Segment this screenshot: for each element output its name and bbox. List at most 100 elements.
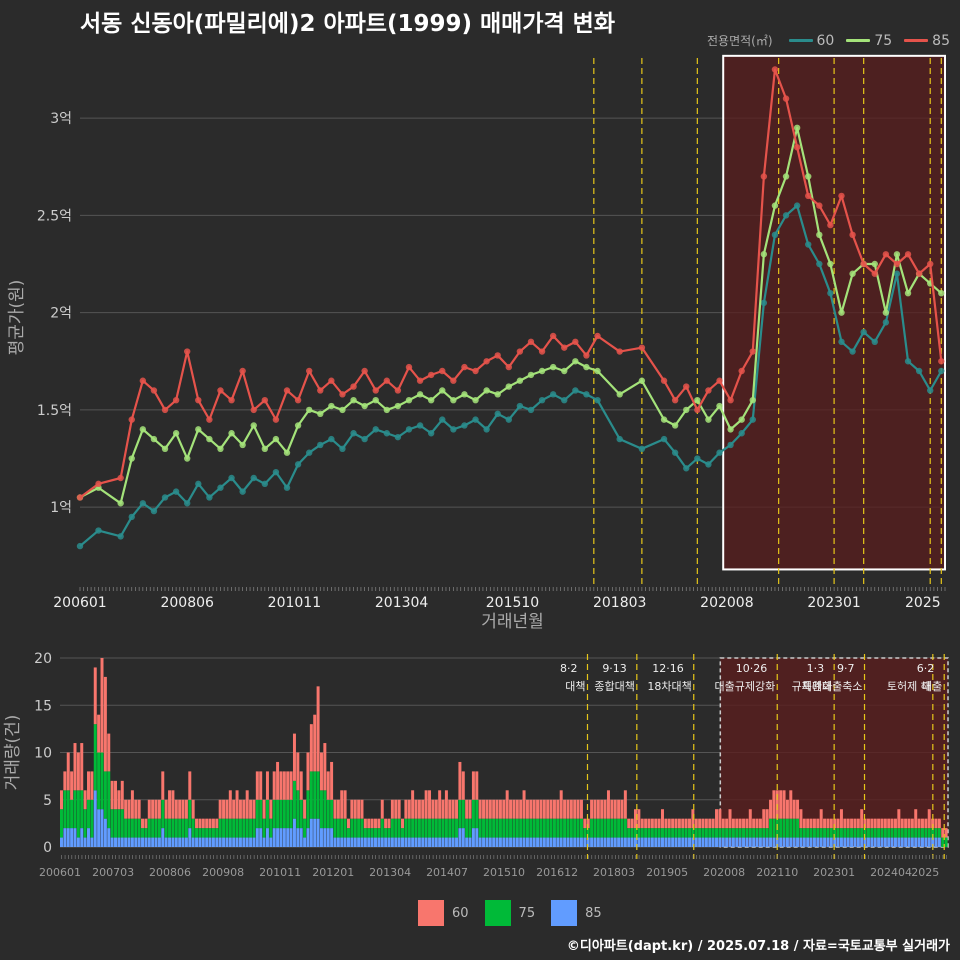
price-point-75 [849, 270, 856, 277]
volume-bar-60 [299, 771, 303, 800]
policy-label: 종합대책 [594, 680, 634, 693]
price-point-85 [383, 377, 391, 384]
policy-label: 대출 [922, 680, 942, 693]
volume-bar-60 [303, 799, 307, 819]
volume-bar-60 [671, 818, 675, 829]
volume-bar-75 [120, 809, 124, 838]
price-point-85 [261, 396, 269, 404]
volume-bar-60 [907, 818, 911, 829]
volume-x-tick-label: 202301 [813, 866, 855, 879]
volume-bar-75 [573, 818, 577, 838]
volume-bar-75 [623, 818, 627, 838]
volume-bar-75 [124, 818, 128, 838]
volume-bar-85 [323, 828, 327, 847]
volume-bar-85 [90, 837, 94, 847]
volume-bar-75 [704, 828, 708, 838]
volume-bar-60 [434, 799, 438, 819]
volume-x-tick-label: 201201 [312, 866, 354, 879]
price-point-85 [150, 387, 158, 394]
volume-bar-75 [401, 828, 404, 838]
volume-bar-85 [498, 837, 502, 847]
volume-bar-60 [265, 771, 269, 800]
volume-bar-60 [414, 799, 418, 819]
volume-bar-60 [772, 790, 776, 819]
price-point-60 [782, 212, 790, 219]
volume-bar-75 [809, 828, 813, 838]
volume-bar-75 [360, 818, 364, 838]
price-point-60 [516, 402, 524, 410]
volume-bar-75 [549, 818, 553, 838]
price-point-75 [716, 402, 723, 410]
volume-bar-75 [893, 828, 897, 838]
price-point-85 [782, 95, 790, 102]
price-point-60 [328, 435, 335, 443]
volume-bar-75 [796, 818, 800, 838]
volume-bar-85 [380, 837, 384, 847]
volume-bar-85 [255, 828, 259, 847]
volume-bar-85 [83, 837, 87, 847]
price-point-85 [494, 352, 501, 359]
price-point-60 [694, 455, 701, 462]
volume-bar-60 [900, 818, 904, 829]
volume-bar-85 [829, 837, 833, 847]
price-point-85 [95, 480, 102, 488]
volume-bar-75 [485, 818, 489, 838]
price-point-75 [705, 416, 712, 423]
volume-bar-85 [839, 837, 843, 847]
price-point-75 [616, 391, 623, 398]
price-point-75 [816, 231, 823, 239]
volume-bar-75 [525, 818, 529, 838]
price-point-75 [427, 396, 435, 404]
price-y-tick-label: 2억 [50, 306, 72, 322]
volume-bar-75 [475, 799, 479, 829]
volume-bar-85 [833, 837, 837, 847]
volume-bar-75 [205, 828, 209, 838]
volume-bar-60 [633, 809, 637, 829]
volume-bar-85 [461, 828, 465, 847]
footer-credit: ©디아파트(dapt.kr) / 2025.07.18 / 자료=국토교통부 실… [566, 939, 950, 954]
volume-bar-60 [387, 818, 391, 829]
price-point-60 [405, 426, 413, 433]
price-point-85 [594, 332, 601, 340]
volume-bar-60 [417, 799, 421, 819]
volume-bar-75 [792, 818, 796, 838]
volume-bar-85 [583, 837, 587, 847]
volume-bar-75 [569, 818, 573, 838]
volume-bar-60 [748, 809, 752, 829]
volume-bar-75 [157, 818, 161, 838]
volume-bar-85 [340, 837, 344, 847]
price-point-85 [76, 494, 84, 501]
volume-bar-75 [76, 790, 80, 838]
volume-bar-75 [904, 828, 908, 838]
volume-bar-75 [417, 818, 421, 838]
price-point-75 [727, 426, 734, 433]
volume-bar-60 [63, 771, 67, 791]
volume-bar-85 [80, 828, 84, 847]
volume-bar-85 [367, 837, 371, 847]
volume-bar-75 [255, 799, 259, 829]
volume-bar-75 [819, 828, 823, 838]
volume-bar-85 [360, 837, 364, 847]
volume-legend-label-75: 75 [518, 905, 536, 921]
price-point-75 [494, 391, 501, 398]
volume-legend-swatch-75 [484, 900, 511, 926]
volume-bar-75 [394, 818, 398, 838]
volume-bar-60 [363, 818, 367, 829]
volume-bar-85 [536, 837, 540, 847]
volume-bar-60 [637, 809, 641, 829]
volume-bar-75 [910, 828, 914, 838]
volume-bar-75 [292, 780, 296, 819]
price-point-75 [549, 363, 557, 371]
volume-bar-75 [319, 790, 323, 829]
volume-x-tick-label: 201407 [426, 866, 468, 879]
volume-bar-60 [404, 799, 408, 819]
volume-bar-75 [802, 828, 806, 838]
volume-bar-85 [249, 837, 253, 847]
price-point-85 [505, 363, 513, 371]
policy-label: 토허제 해 [887, 679, 931, 693]
volume-bar-60 [455, 799, 459, 819]
volume-bar-85 [661, 837, 664, 847]
volume-bar-85 [245, 837, 249, 847]
volume-bar-85 [117, 837, 121, 847]
price-point-75 [760, 251, 768, 258]
